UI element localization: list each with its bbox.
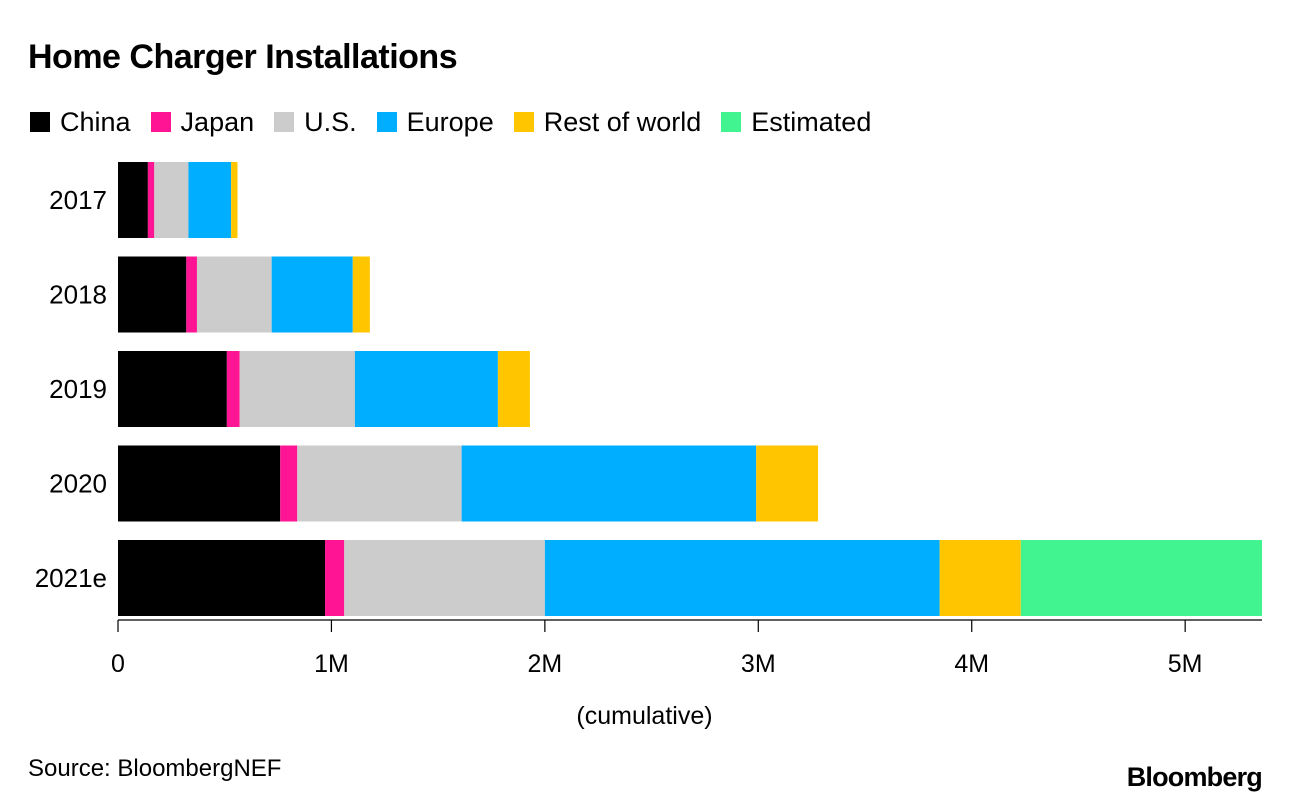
bar-2018-europe [271, 256, 353, 333]
y-tick-label: 2017 [49, 185, 107, 215]
y-tick-label: 2020 [49, 469, 107, 499]
bar-2019-japan [226, 351, 240, 427]
bar-2017-rest-of-world [231, 162, 238, 238]
bar-2017-u-s [154, 162, 189, 238]
source-note: Source: BloombergNEF [28, 755, 282, 782]
legend-label-estimated: Estimated [751, 106, 872, 137]
legend-label-u-s: U.S. [304, 106, 357, 137]
x-tick-label: 5M [1168, 650, 1203, 678]
bar-2019-china [118, 351, 227, 427]
legend-label-china: China [60, 106, 131, 137]
bar-2021e-u-s [344, 540, 545, 616]
bar-2020-rest-of-world [756, 445, 819, 522]
bar-2017-europe [188, 162, 232, 238]
bar-2019-rest-of-world [497, 351, 530, 427]
chart-title: Home Charger Installations [28, 38, 458, 76]
bar-2020-china [118, 445, 281, 522]
x-tick-label: 2M [528, 650, 563, 678]
y-tick-label: 2021e [35, 563, 107, 593]
legend-swatch-japan [150, 112, 171, 132]
legend-item-japan: Japan [150, 106, 255, 138]
legend-item-u-s: U.S. [274, 107, 357, 138]
bar-2021e-estimated [1020, 540, 1262, 616]
legend-item-europe: Europe [376, 106, 494, 138]
x-axis-label-text: (cumulative) [576, 702, 713, 730]
legend-item-china: China [30, 107, 131, 138]
bar-2021e-rest-of-world [939, 540, 1021, 616]
bar-2019-europe [354, 351, 498, 427]
bar-2020-japan [280, 445, 298, 522]
legend-swatch-rest-of-world [513, 112, 534, 132]
x-tick-label: 1M [314, 650, 349, 678]
y-tick-label: 2018 [49, 280, 107, 310]
bar-2018-u-s [196, 256, 272, 333]
bar-2019-u-s [239, 351, 355, 427]
bar-2021e-europe [544, 540, 940, 616]
legend-swatch-europe [376, 112, 397, 132]
legend-swatch-china [30, 112, 50, 132]
legend-swatch-estimated [721, 112, 742, 132]
legend-swatch-u-s [274, 112, 295, 132]
bar-2018-rest-of-world [352, 256, 370, 333]
bar-2021e-japan [325, 540, 345, 616]
y-tick-label: 2019 [49, 374, 107, 404]
x-tick-label: 4M [954, 650, 989, 678]
legend: China Japan U.S. Europe Rest of world Estimat… [30, 104, 891, 140]
legend-label-japan: Japan [180, 106, 255, 137]
bar-2017-china [118, 162, 148, 238]
bar-2018-china [118, 256, 187, 333]
legend-label-europe: Europe [406, 106, 494, 137]
bar-2021e-china [118, 540, 326, 616]
bloomberg-logo: Bloomberg [1126, 762, 1263, 792]
bar-2020-u-s [297, 445, 462, 522]
bar-2020-europe [461, 445, 757, 522]
bar-2017-japan [147, 162, 155, 238]
legend-label-rest-of-world: Rest of world [543, 106, 702, 137]
legend-item-rest-of-world: Rest of world [513, 106, 702, 138]
x-axis-label: (cumulative) [0, 702, 1289, 731]
legend-item-estimated: Estimated [721, 107, 871, 138]
x-tick-label: 0 [111, 650, 125, 678]
bar-2018-japan [186, 256, 197, 333]
x-tick-label: 3M [741, 650, 776, 678]
